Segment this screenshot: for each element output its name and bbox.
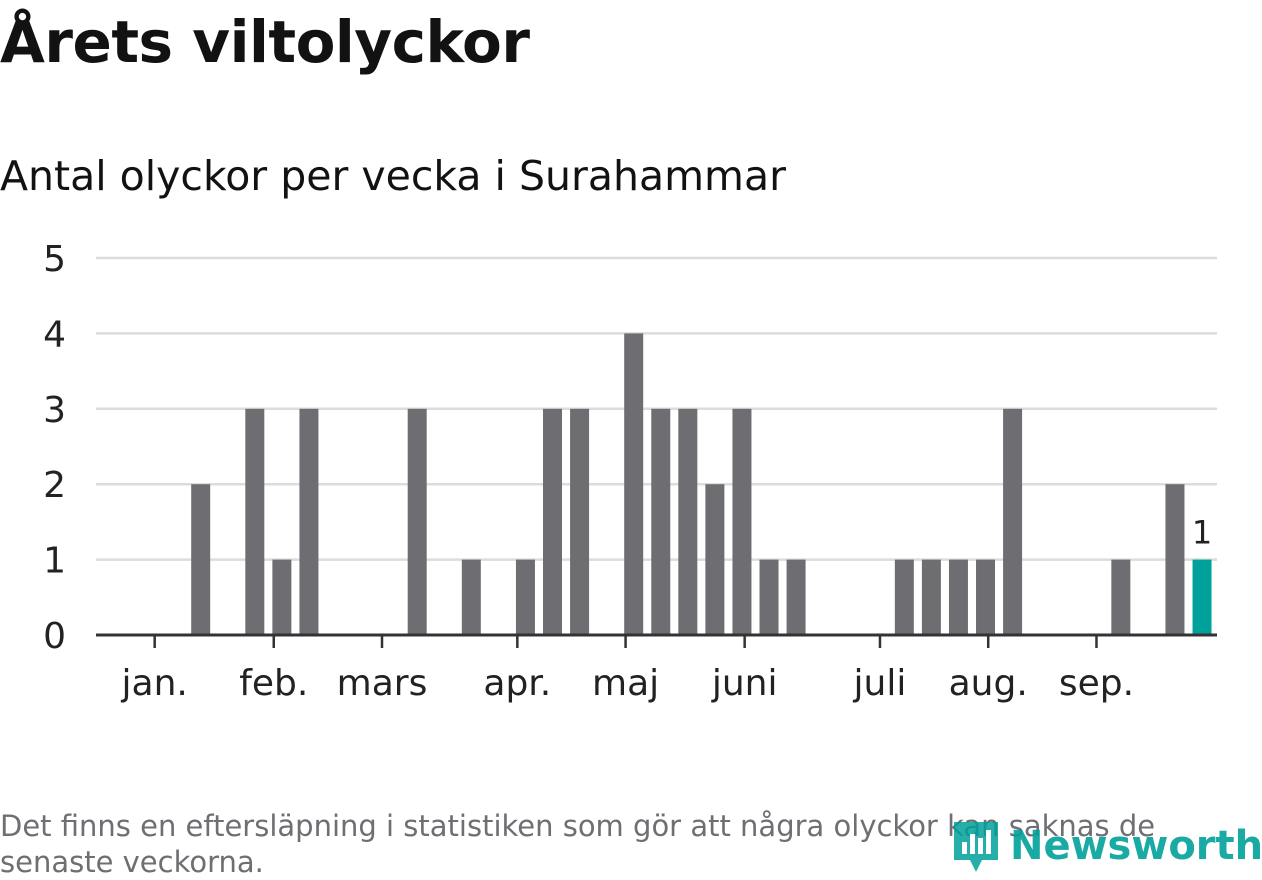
bar [1111, 559, 1131, 635]
bar [245, 408, 265, 635]
y-tick-label: 2 [43, 465, 66, 506]
bar [624, 333, 644, 635]
y-tick-label: 0 [43, 616, 66, 657]
data-label: 1 [1192, 514, 1212, 552]
bar-highlight [1192, 559, 1212, 635]
bar [299, 408, 319, 635]
bar [732, 408, 752, 635]
bar [272, 559, 292, 635]
x-tick-label: juni [711, 663, 778, 704]
bar [515, 559, 535, 635]
x-tick-label: jan. [121, 663, 188, 704]
bar [705, 484, 725, 635]
bar [786, 559, 806, 635]
bar [894, 559, 914, 635]
x-tick-label: juli [853, 663, 907, 704]
brand-logo: Newsworthy [950, 816, 1262, 876]
x-tick-label: sep. [1059, 663, 1134, 704]
x-axis: jan. feb. mars apr. maj juni juli aug. sep. [96, 633, 1217, 704]
y-tick-label: 3 [43, 390, 66, 431]
bar [461, 559, 481, 635]
newsworthy-logo-icon [954, 822, 998, 872]
y-axis-tick-labels: 0 1 2 3 4 5 [43, 239, 66, 657]
bar [191, 484, 211, 635]
x-tick-label: feb. [239, 663, 308, 704]
x-tick-label: apr. [483, 663, 551, 704]
y-tick-label: 4 [43, 314, 66, 355]
bar [407, 408, 427, 635]
bar [678, 408, 698, 635]
x-tick-label: mars [337, 663, 428, 704]
bar [759, 559, 779, 635]
bars [191, 333, 1212, 635]
x-tick-label: aug. [949, 663, 1028, 704]
x-tick-label: maj [592, 663, 659, 704]
y-tick-label: 5 [43, 239, 66, 280]
bar [976, 559, 996, 635]
bar [1003, 408, 1023, 635]
bar [570, 408, 590, 635]
bar [948, 559, 968, 635]
bar [543, 408, 563, 635]
bar [651, 408, 671, 635]
bar [921, 559, 941, 635]
chart-title: Årets viltolyckor [0, 8, 530, 76]
data-labels: 1 [1192, 514, 1212, 552]
bar [1165, 484, 1185, 635]
chart-subtitle: Antal olyckor per vecka i Surahammar [0, 152, 786, 200]
y-tick-label: 1 [43, 541, 66, 582]
brand-name: Newsworthy [1010, 823, 1262, 869]
